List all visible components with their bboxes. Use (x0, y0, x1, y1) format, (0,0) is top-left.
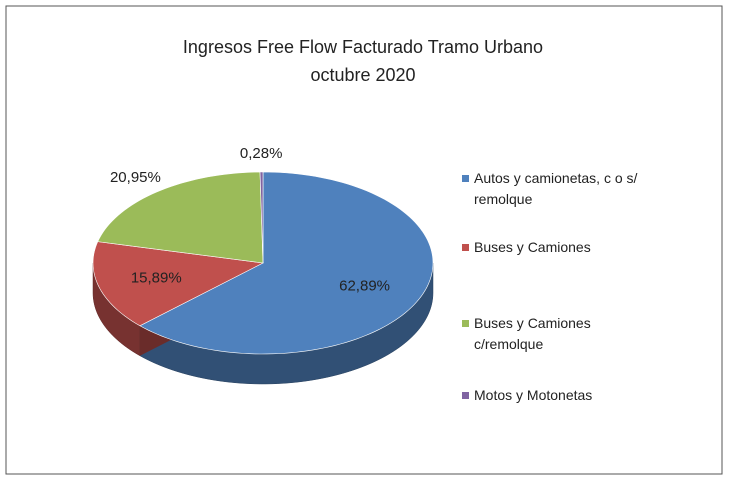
data-label: 20,95% (110, 169, 161, 186)
slice (259, 171, 264, 264)
legend-swatch (462, 320, 469, 327)
legend-swatch (462, 392, 469, 399)
slice (92, 241, 264, 327)
legend-item: Buses y Camiones c/remolque (462, 313, 662, 355)
legend-label: Buses y Camiones c/remolque (474, 315, 591, 352)
slice (139, 171, 434, 355)
legend-swatch (462, 244, 469, 251)
data-label: 15,89% (131, 269, 182, 286)
chart-title: Ingresos Free Flow Facturado Tramo Urban… (183, 37, 543, 57)
legend-label: Motos y Motonetas (474, 387, 593, 403)
chart-subtitle: octubre 2020 (310, 65, 415, 85)
legend-swatch (462, 175, 469, 182)
legend-item: Autos y camionetas, c o s/ remolque (462, 168, 662, 210)
legend-label: Autos y camionetas, c o s/ remolque (474, 170, 638, 207)
slice (97, 171, 264, 264)
legend-item: Motos y Motonetas (462, 385, 662, 406)
data-label: 62,89% (339, 277, 390, 294)
data-label: 0,28% (240, 145, 283, 162)
legend-label: Buses y Camiones (474, 239, 591, 255)
legend-item: Buses y Camiones (462, 237, 662, 258)
